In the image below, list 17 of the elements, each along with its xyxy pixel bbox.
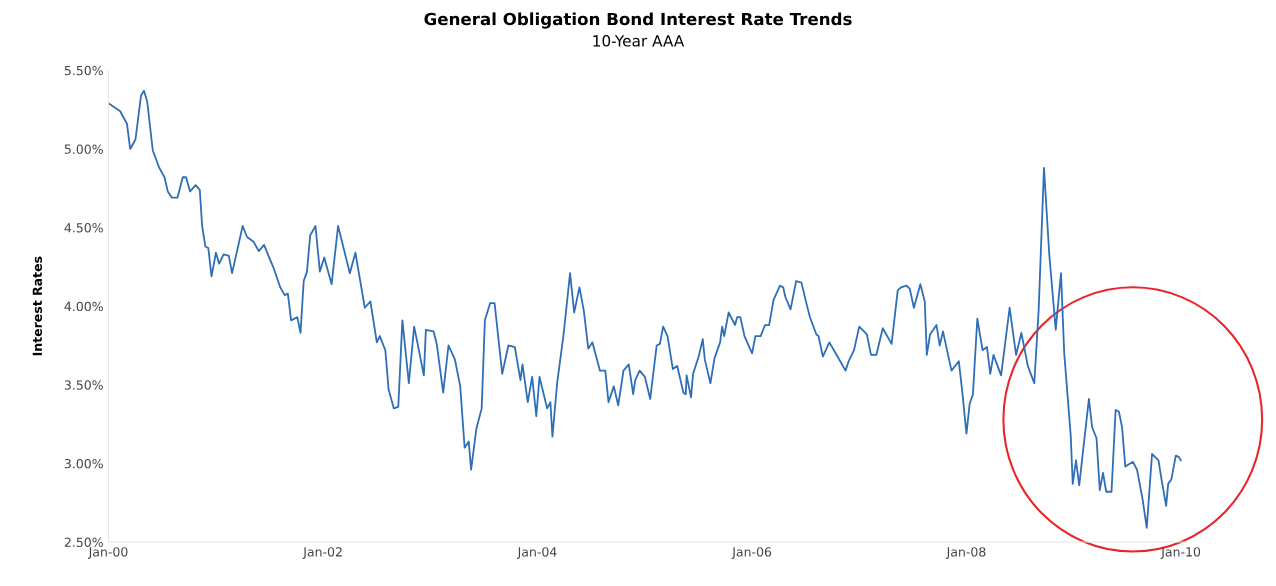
line-series	[108, 89, 1182, 529]
x-tick-label: Jan-10	[1160, 547, 1201, 559]
x-tick-label: Jan-00	[87, 547, 128, 559]
chart-subtitle: 10-Year AAA	[593, 35, 685, 47]
y-tick-label: 4.50%	[64, 223, 103, 233]
y-tick-label: 3.00%	[64, 458, 103, 469]
x-tick-label: Jan-04	[516, 547, 557, 559]
y-tick-label: 5.50%	[64, 65, 103, 76]
y-tick-label: 4.00%	[64, 301, 103, 312]
y-axis-title: Interest Rates	[32, 256, 43, 356]
x-tick-label: Jan-08	[945, 547, 986, 559]
y-tick-label: 3.50%	[64, 380, 103, 390]
chart-title: General Obligation Bond Interest Rate Trends	[424, 12, 852, 29]
y-tick-label: 2.50%	[64, 537, 103, 547]
x-tick-label: Jan-06	[731, 547, 772, 559]
x-tick-label: Jan-02	[302, 547, 342, 559]
y-tick-label: 5.00%	[64, 144, 103, 154]
